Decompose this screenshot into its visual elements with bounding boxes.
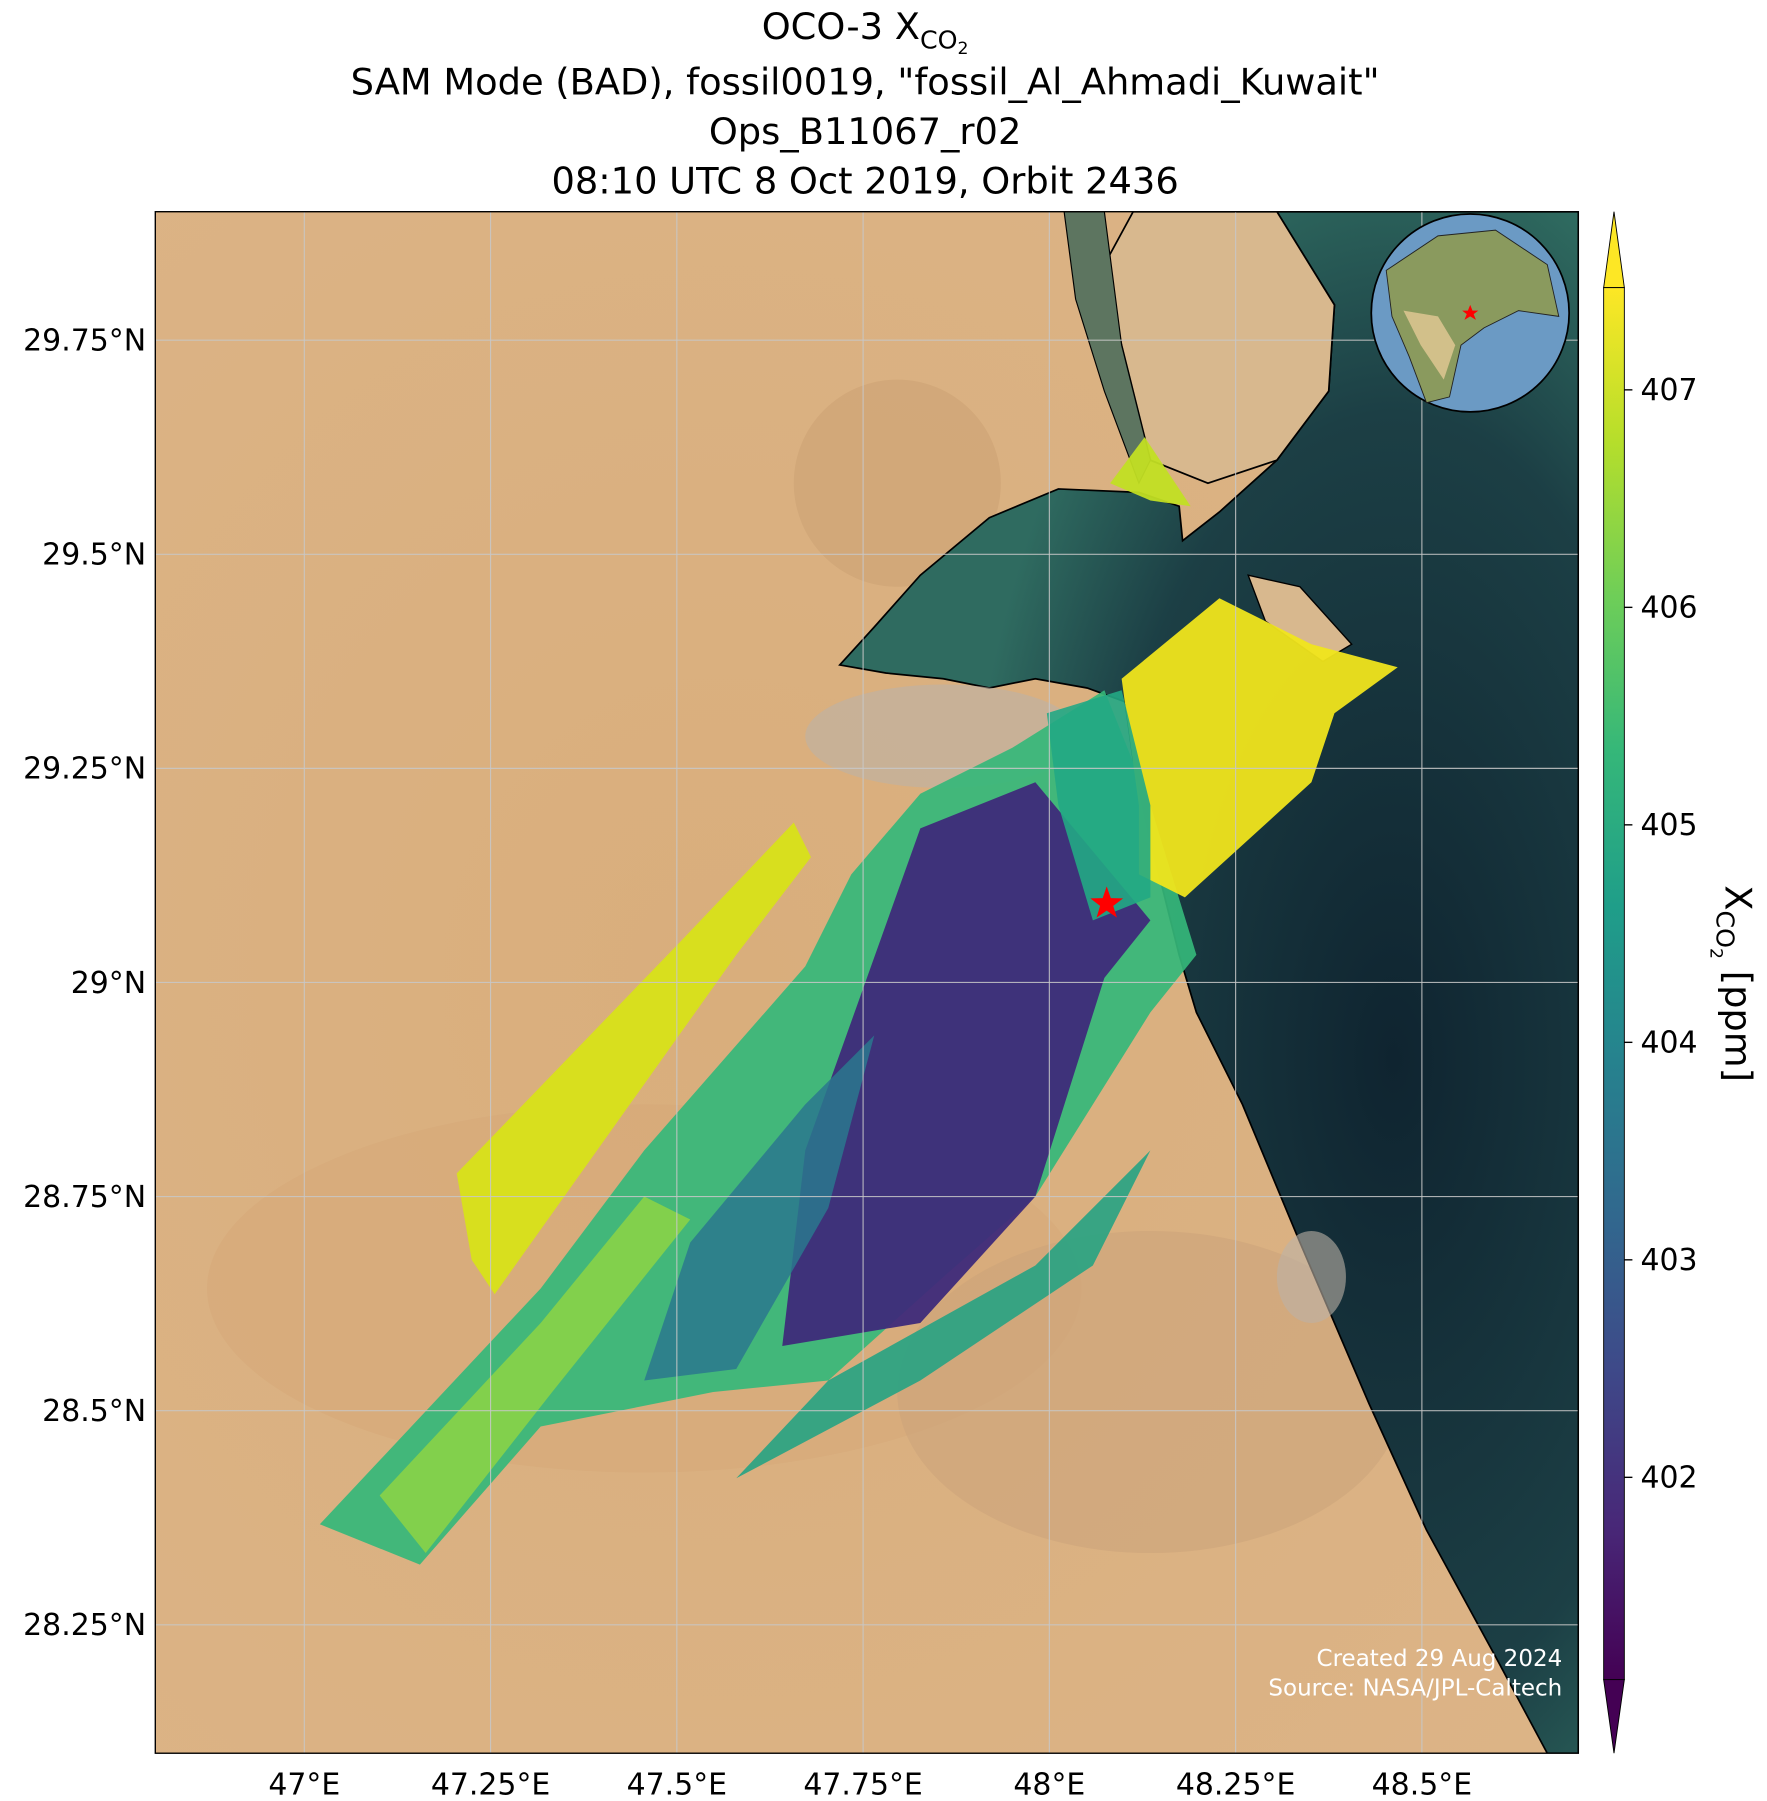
globe-site-marker [1462, 304, 1479, 320]
y-tick-label: 29°N [71, 966, 146, 1001]
swath [782, 782, 1151, 1346]
colorbar-label-subsubscript: 2 [1706, 948, 1726, 959]
city [1276, 1230, 1346, 1323]
y-tick-label: 29.5°N [42, 538, 146, 573]
x-tick-label: 47.5°E [627, 1768, 727, 1801]
credit: Created 29 Aug 2024 [1317, 1646, 1563, 1672]
colorbar: 402 403 404 405 406 407 XCO2 [ppm] [1603, 211, 1760, 1754]
y-tick-label: 28.5°N [42, 1394, 146, 1429]
y-tick-label: 29.75°N [23, 324, 146, 359]
colorbar-tick-label: 402 [1640, 1461, 1697, 1496]
colorbar-tick-label: 407 [1640, 373, 1697, 408]
swath [1121, 598, 1398, 898]
colorbar-tick-label: 404 [1640, 1026, 1697, 1061]
subtitle: Ops_B11067_r02 [709, 110, 1022, 153]
colorbar-tick-label: 406 [1640, 591, 1697, 626]
soundings [319, 437, 1398, 1565]
credit: Source: NASA/JPL-Caltech [1268, 1676, 1562, 1702]
y-tick-label: 28.25°N [23, 1608, 146, 1643]
y-tick-label: 29.25°N [23, 752, 146, 787]
colorbar-extend-top [1603, 211, 1625, 289]
y-tick-label: 28.75°N [23, 1180, 146, 1215]
desert-region [1403, 310, 1456, 380]
x-tick-label: 47.75°E [803, 1768, 922, 1801]
colorbar-label-subscript: CO [1710, 910, 1739, 948]
colorbar-label-main: X [1717, 885, 1760, 910]
site-marker [1090, 886, 1124, 918]
colorbar-label: XCO2 [ppm] [1706, 885, 1760, 1082]
x-tick-label: 48°E [1013, 1768, 1085, 1801]
x-tick-label: 48.25°E [1176, 1768, 1295, 1801]
subtitle: SAM Mode (BAD), fossil0019, "fossil_Al_A… [351, 60, 1380, 103]
map-frame [154, 211, 1580, 1754]
x-tick-label: 48.5°E [1372, 1768, 1472, 1801]
swath [1046, 690, 1151, 921]
title-subscript: CO [920, 25, 958, 54]
title: OCO-3 XCO2 [762, 5, 969, 59]
axes: 47°E 47.25°E 47.5°E 47.75°E 48°E 48.25°E 48.5°… [23, 304, 1479, 1801]
title-text: OCO-3 X [762, 5, 920, 48]
swath [1110, 437, 1191, 507]
x-tick-label: 47°E [268, 1768, 340, 1801]
colorbar-label-unit: [ppm] [1717, 959, 1760, 1082]
subtitle-group: SAM Mode (BAD), fossil0019, "fossil_Al_A… [351, 60, 1380, 202]
subtitle: 08:10 UTC 8 Oct 2019, Orbit 2436 [551, 159, 1178, 202]
swath [379, 1196, 691, 1554]
colorbar-tick-label: 403 [1640, 1243, 1697, 1278]
colorbar-tick-label: 405 [1640, 808, 1697, 843]
colorbar-extend-bottom [1603, 1679, 1625, 1754]
x-tick-label: 47.25°E [431, 1768, 550, 1801]
title-subsubscript: 2 [958, 39, 969, 59]
swath [736, 1150, 1151, 1479]
grid [155, 211, 1579, 1754]
swath [644, 1035, 875, 1381]
swath [456, 822, 812, 1295]
desert-shade [793, 379, 1001, 587]
colorbar-body [1603, 287, 1625, 1681]
